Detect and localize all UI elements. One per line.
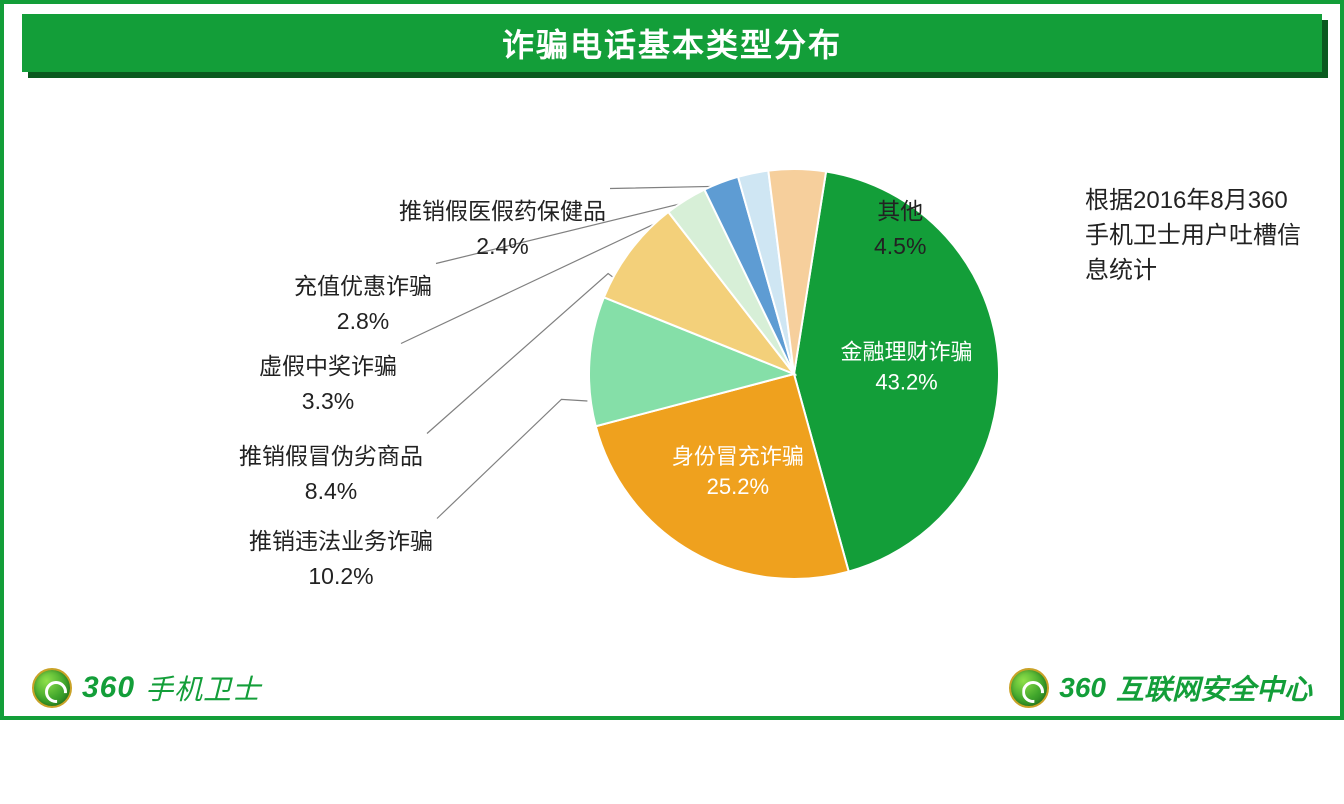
- brand-right-text: 互联网安全中心: [1116, 668, 1312, 708]
- title-text: 诈骗电话基本类型分布: [502, 20, 842, 66]
- pie-holder: 金融理财诈骗 43.2% 身份冒充诈骗 25.2%: [564, 144, 1024, 604]
- brand-left: 360 手机卫士: [32, 668, 261, 708]
- chart-area: 根据2016年8月360手机卫士用户吐槽信息统计 金融理财诈骗 43.2% 身份冒充…: [4, 84, 1340, 656]
- external-label: 推销违法业务诈骗10.2%: [249, 524, 433, 593]
- logo-icon: [1009, 668, 1049, 708]
- title-wrap: 诈骗电话基本类型分布: [22, 14, 1322, 72]
- brand-left-text: 手机卫士: [145, 668, 261, 708]
- slice-pct: 43.2%: [875, 370, 937, 395]
- external-label: 充值优惠诈骗2.8%: [294, 269, 432, 338]
- external-label: 其他4.5%: [874, 194, 926, 263]
- external-label: 推销假冒伪劣商品8.4%: [239, 439, 423, 508]
- footer: 360 手机卫士 360 互联网安全中心: [4, 660, 1340, 716]
- slice-pct: 25.2%: [707, 474, 769, 499]
- caption-text: 根据2016年8月360手机卫士用户吐槽信息统计: [1085, 184, 1310, 288]
- title-bar: 诈骗电话基本类型分布: [22, 14, 1322, 72]
- external-label: 虚假中奖诈骗3.3%: [259, 349, 397, 418]
- brand-right-num: 360: [1059, 672, 1106, 704]
- external-label: 推销假医假药保健品2.4%: [399, 194, 606, 263]
- brand-right: 360 互联网安全中心: [1009, 668, 1312, 708]
- slide-frame: 诈骗电话基本类型分布 根据2016年8月360手机卫士用户吐槽信息统计 金融理财…: [0, 0, 1344, 720]
- slice-label: 身份冒充诈骗: [672, 444, 804, 469]
- brand-left-num: 360: [82, 671, 135, 705]
- pie-chart: 金融理财诈骗 43.2% 身份冒充诈骗 25.2%: [564, 144, 1024, 604]
- slice-label: 金融理财诈骗: [841, 340, 973, 365]
- logo-icon: [32, 668, 72, 708]
